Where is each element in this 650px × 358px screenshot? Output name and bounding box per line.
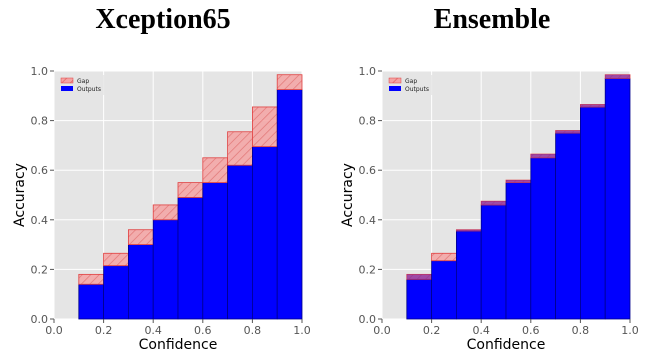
x-axis-label: Confidence (139, 337, 218, 353)
chart-title: Ensemble (434, 4, 551, 35)
legend-label-gap: Gap (77, 78, 89, 85)
gap-overlap-band (530, 154, 556, 158)
legend-label-gap: Gap (405, 78, 417, 85)
outputs-bar (455, 230, 482, 320)
gap-bar (431, 252, 457, 262)
outputs-bar (276, 89, 303, 320)
y-tick-label: 0.8 (31, 115, 49, 128)
x-tick-label: 0.6 (522, 324, 540, 337)
y-tick-label: 0.2 (359, 263, 377, 276)
gap-bar (227, 131, 253, 166)
outputs-bar (152, 219, 179, 320)
x-tick-label: 0.2 (423, 324, 441, 337)
y-tick-label: 0.4 (31, 214, 49, 227)
y-axis-label: Accuracy (12, 163, 28, 227)
outputs-bar (78, 283, 105, 320)
gap-overlap-band (605, 74, 630, 79)
gap-bar (103, 252, 129, 267)
x-tick-label: 0.4 (472, 324, 490, 337)
outputs-bar (580, 106, 606, 320)
gap-bar (152, 204, 179, 221)
outputs-bar (227, 164, 253, 320)
y-tick-label: 0.0 (31, 313, 49, 326)
gap-overlap-band (580, 104, 606, 107)
legend-swatch-outputs (389, 86, 401, 91)
x-tick-label: 0.2 (95, 324, 113, 337)
gap-bar (127, 229, 154, 246)
outputs-bar (127, 244, 154, 320)
gap-bar (276, 74, 303, 91)
outputs-bar (530, 157, 556, 320)
chart-2: Ensemble 0.0 0.2 0.4 0.6 0.8 1.0 0.0 0.2 0.4 0.6 0.… (340, 4, 639, 353)
outputs-bar (480, 204, 507, 320)
y-tick-label: 0.4 (359, 214, 377, 227)
x-tick-label: 0.0 (373, 324, 391, 337)
y-tick-label: 0.8 (359, 115, 377, 128)
chart-title: Xception65 (95, 4, 230, 35)
x-tick-label: 1.0 (621, 324, 639, 337)
legend-swatch-outputs (61, 86, 73, 91)
gap-overlap-band (481, 201, 506, 205)
x-tick-label: 0.6 (194, 324, 212, 337)
gap-overlap-band (506, 180, 531, 183)
outputs-bar (177, 197, 204, 320)
x-tick-label: 0.8 (572, 324, 590, 337)
outputs-bar (604, 78, 631, 320)
outputs-bar (251, 146, 278, 320)
x-axis-label: Confidence (467, 337, 546, 353)
x-tick-label: 1.0 (293, 324, 311, 337)
y-tick-label: 0.6 (31, 164, 49, 177)
y-axis-label: Accuracy (340, 163, 356, 227)
y-tick-label: 1.0 (31, 65, 49, 78)
gap-bar (177, 182, 204, 198)
legend-label-outputs: Outputs (77, 86, 101, 93)
gap-overlap-band (406, 274, 432, 280)
gap-bar (78, 273, 105, 285)
outputs-bar (431, 260, 457, 320)
outputs-bar (555, 132, 581, 320)
y-tick-label: 0.6 (359, 164, 377, 177)
legend-swatch-gap (388, 77, 402, 84)
outputs-bar (505, 182, 532, 320)
legend-label-outputs: Outputs (405, 86, 429, 93)
legend-swatch-gap (60, 77, 74, 84)
y-tick-label: 1.0 (359, 65, 377, 78)
y-tick-label: 0.0 (359, 313, 377, 326)
chart-1: Xception65 0.0 0.2 0.4 0.6 0.8 1.0 0.0 0.2 0.4 0.6… (12, 4, 311, 353)
gap-bar (202, 157, 229, 184)
y-tick-label: 0.2 (31, 263, 49, 276)
x-tick-label: 0.8 (244, 324, 262, 337)
outputs-bar (103, 265, 129, 320)
gap-overlap-band (555, 130, 581, 133)
gap-overlap-band (456, 229, 482, 232)
x-tick-label: 0.0 (45, 324, 63, 337)
outputs-bar (202, 182, 229, 320)
outputs-bar (406, 278, 432, 320)
x-tick-label: 0.4 (144, 324, 162, 337)
gap-bar (251, 106, 278, 148)
